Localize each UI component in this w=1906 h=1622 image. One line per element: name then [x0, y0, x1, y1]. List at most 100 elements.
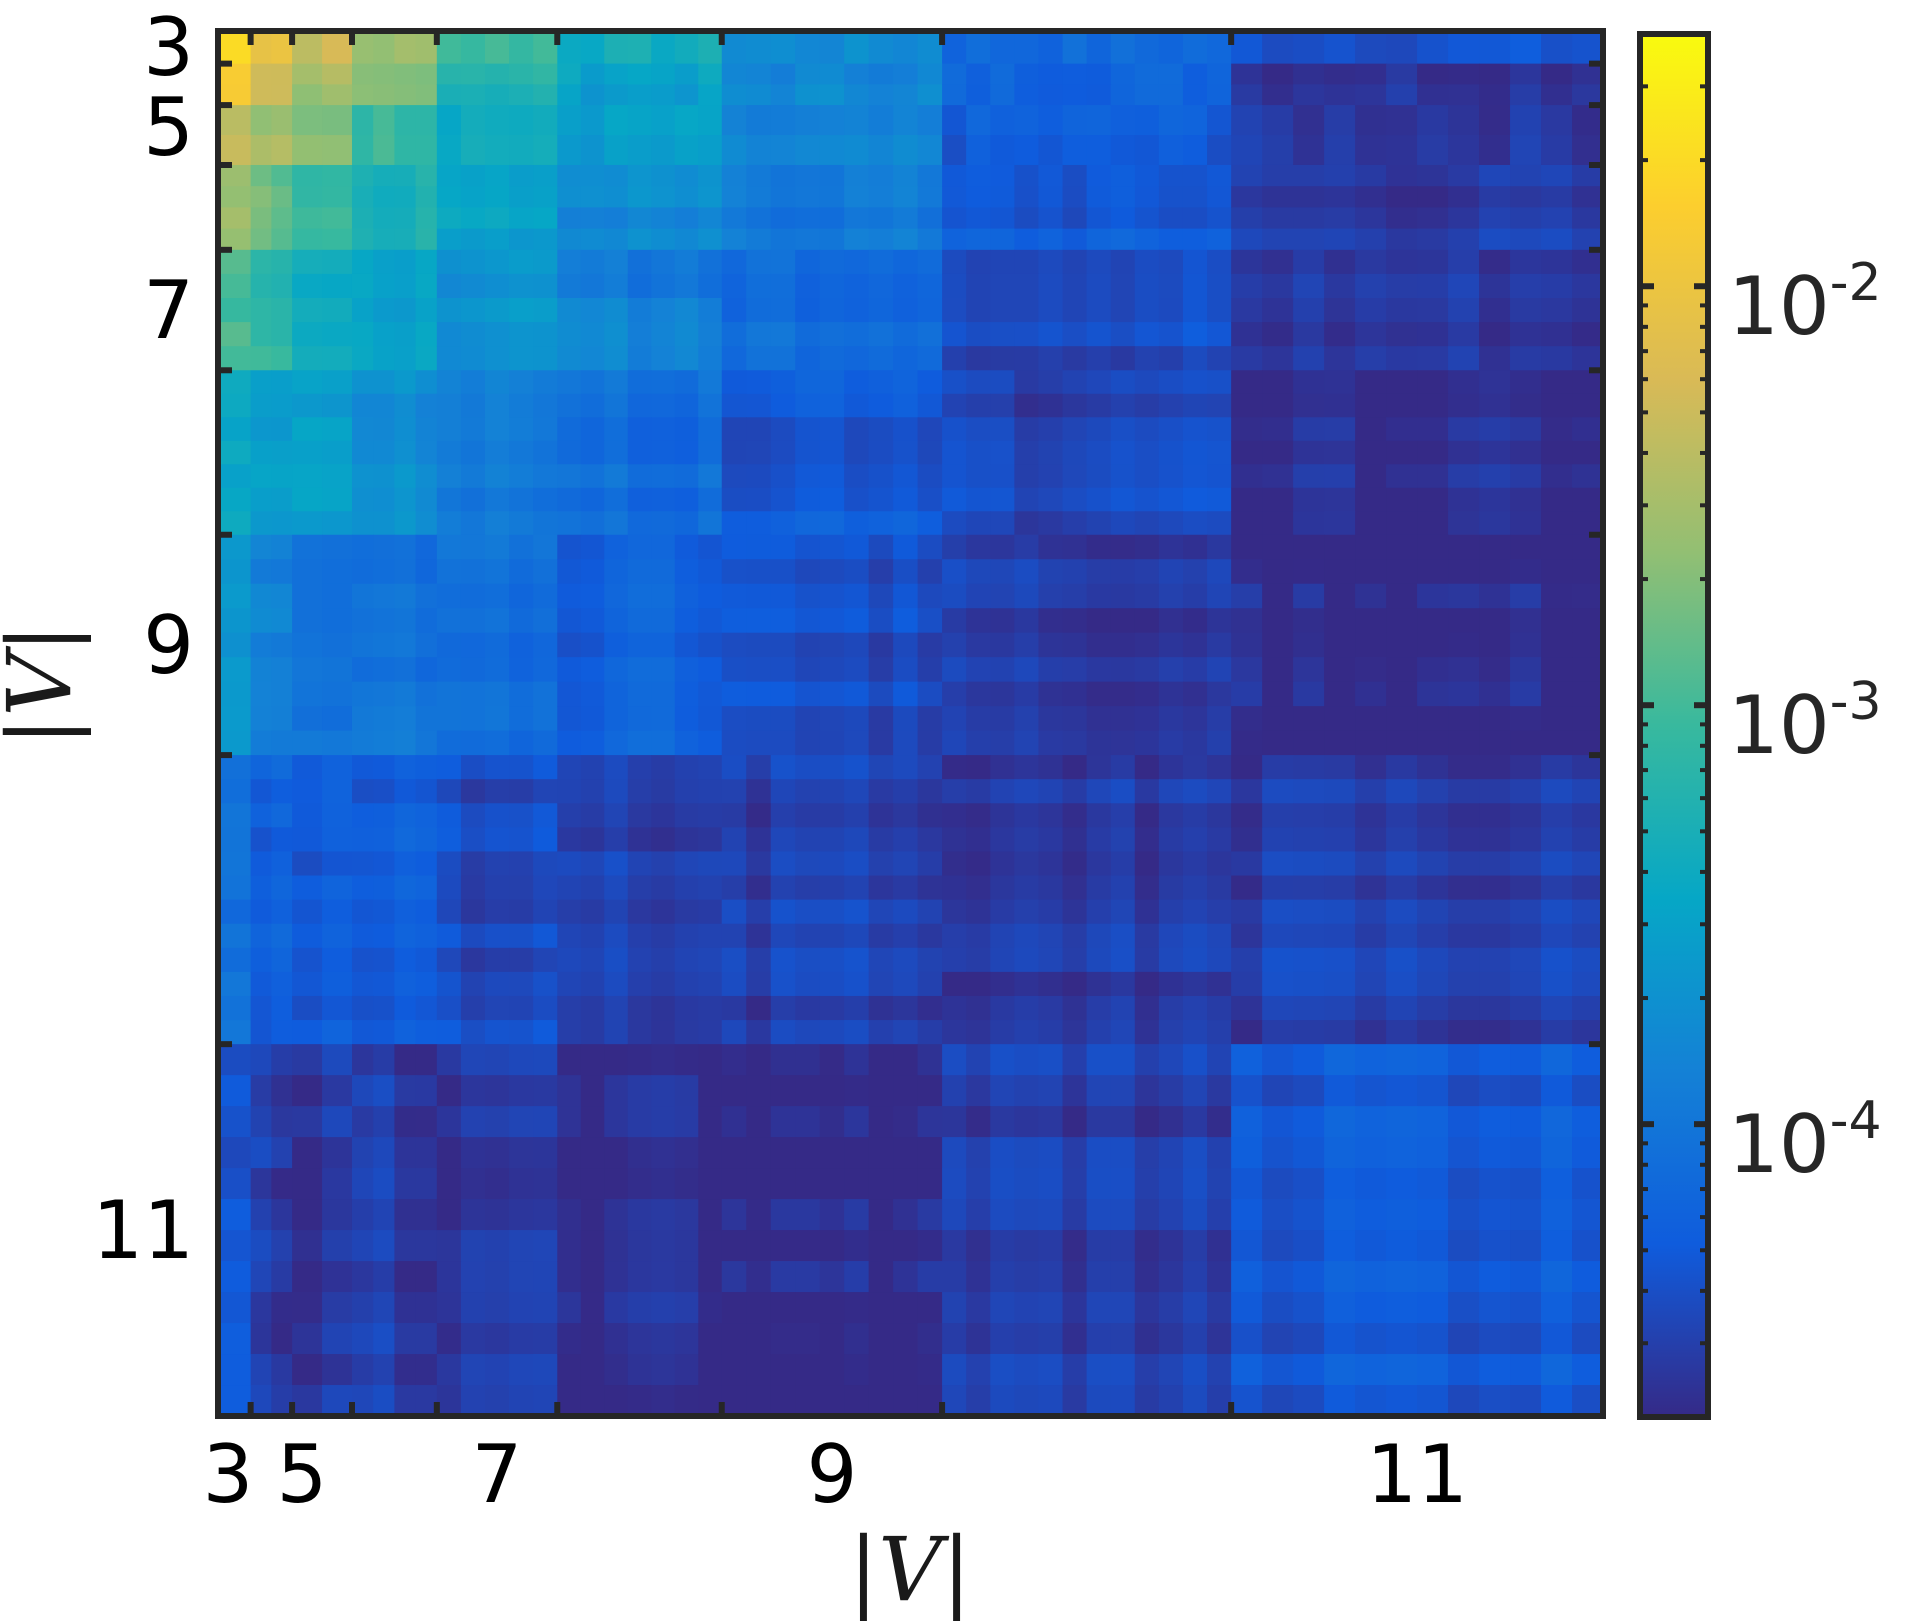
- heatmap-cell: [292, 899, 323, 925]
- heatmap-cell: [1014, 417, 1040, 442]
- heatmap-cell: [250, 273, 272, 299]
- heatmap-cell: [509, 947, 534, 973]
- heatmap-cell: [415, 559, 438, 585]
- heatmap-cell: [721, 534, 747, 560]
- heatmap-cell: [533, 1137, 558, 1169]
- heatmap-cell: [1417, 84, 1449, 106]
- heatmap-cell: [1158, 273, 1184, 299]
- heatmap-cell: [218, 632, 252, 658]
- heatmap-cell: [1158, 947, 1184, 973]
- heatmap-cell: [1386, 370, 1418, 395]
- heatmap-cell: [1038, 1075, 1064, 1107]
- heatmap-cell: [1293, 1199, 1325, 1231]
- heatmap-cell: [1417, 1137, 1449, 1169]
- heatmap-cell: [557, 1261, 582, 1293]
- heatmap-cell: [721, 971, 747, 997]
- heatmap-cell: [436, 1292, 462, 1324]
- heatmap-cell: [819, 851, 845, 877]
- heatmap-cell: [1182, 827, 1208, 853]
- heatmap-cell: [844, 164, 870, 187]
- heatmap-cell: [868, 827, 894, 853]
- heatmap-cell: [674, 1020, 699, 1045]
- heatmap-cell: [721, 827, 747, 853]
- heatmap-cell: [844, 899, 870, 925]
- heatmap-cell: [533, 186, 558, 209]
- heatmap-cell: [1110, 164, 1136, 187]
- heatmap-cell: [942, 534, 967, 560]
- heatmap-cell: [250, 1075, 272, 1107]
- heatmap-cell: [322, 393, 353, 418]
- heatmap-cell: [966, 1292, 991, 1324]
- heatmap-cell: [721, 228, 747, 251]
- heatmap-cell: [250, 1323, 272, 1355]
- heatmap-cell: [394, 105, 417, 136]
- heatmap-cell: [651, 1044, 676, 1076]
- heatmap-cell: [627, 995, 652, 1021]
- heatmap-cell: [966, 875, 991, 901]
- heatmap-cell: [604, 730, 629, 756]
- heatmap-cell: [698, 393, 723, 418]
- heatmap-cell: [1014, 1075, 1040, 1107]
- heatmap-cell: [868, 947, 894, 973]
- heatmap-cell: [1479, 681, 1511, 707]
- heatmap-cell: [1158, 779, 1184, 804]
- heatmap-cell: [1386, 1168, 1418, 1200]
- heatmap-cell: [271, 164, 293, 187]
- heatmap-cell: [698, 440, 723, 465]
- heatmap-cell: [674, 583, 699, 609]
- heatmap-cell: [1207, 186, 1232, 209]
- heatmap-cell: [674, 31, 699, 65]
- heatmap-cell: [394, 706, 417, 732]
- heatmap-cell: [1572, 1199, 1604, 1231]
- heatmap-cell: [1062, 706, 1088, 732]
- heatmap-cell: [1324, 1044, 1356, 1076]
- heatmap-cell: [292, 1020, 323, 1045]
- heatmap-cell: [746, 971, 772, 997]
- heatmap-cell: [415, 1261, 438, 1293]
- heatmap-cell: [415, 511, 438, 536]
- heatmap-cell: [1386, 1354, 1418, 1386]
- heatmap-cell: [674, 164, 699, 187]
- heatmap-cell: [1479, 417, 1511, 442]
- heatmap-cell: [1207, 417, 1232, 442]
- heatmap-cell: [1014, 899, 1040, 925]
- heatmap-cell: [1355, 730, 1387, 756]
- heatmap-cell: [1417, 1075, 1449, 1107]
- heatmap-cell: [1355, 803, 1387, 828]
- heatmap-cell: [580, 803, 605, 828]
- heatmap-cell: [627, 706, 652, 732]
- heatmap-cell: [604, 511, 629, 536]
- heatmap-cell: [436, 1106, 462, 1138]
- heatmap-cell: [990, 1137, 1015, 1169]
- x-axis-label: |V|: [849, 1518, 972, 1621]
- heatmap-cell: [966, 681, 991, 707]
- heatmap-cell: [627, 370, 652, 395]
- heatmap-cell: [721, 1385, 747, 1417]
- heatmap-cell: [1448, 657, 1480, 683]
- heatmap-cell: [698, 186, 723, 209]
- heatmap-cell: [698, 1044, 723, 1076]
- heatmap-cell: [1448, 164, 1480, 187]
- heatmap-cell: [795, 1261, 821, 1293]
- heatmap-cell: [250, 559, 272, 585]
- heatmap-cell: [218, 164, 252, 187]
- heatmap-cell: [1038, 681, 1064, 707]
- heatmap-cell: [1158, 1106, 1184, 1138]
- heatmap-cell: [604, 534, 629, 560]
- colorbar: [1637, 31, 1711, 1420]
- heatmap-cell: [627, 1075, 652, 1107]
- heatmap-cell: [966, 164, 991, 187]
- heatmap-cell: [1479, 803, 1511, 828]
- heatmap-cell: [1038, 534, 1064, 560]
- heatmap-cell: [868, 370, 894, 395]
- heatmap-cell: [1572, 583, 1604, 609]
- heatmap-cell: [271, 947, 293, 973]
- heatmap-cell: [1572, 1020, 1604, 1045]
- heatmap-cell: [580, 947, 605, 973]
- heatmap-cell: [1572, 995, 1604, 1021]
- heatmap-cell: [292, 511, 323, 536]
- heatmap-cell: [373, 1106, 396, 1138]
- heatmap-cell: [1541, 273, 1573, 299]
- heatmap-cell: [1386, 298, 1418, 323]
- heatmap-cell: [1158, 559, 1184, 585]
